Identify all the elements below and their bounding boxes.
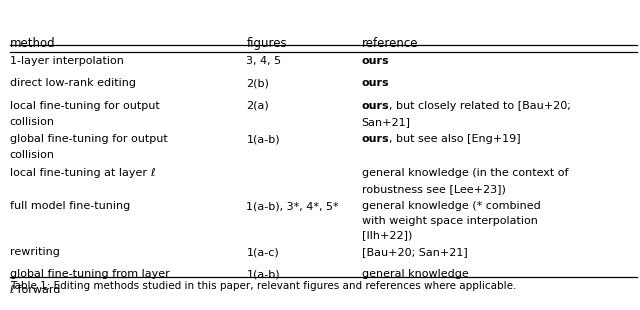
Text: forward: forward bbox=[14, 285, 61, 295]
Text: ℓ: ℓ bbox=[150, 168, 155, 178]
Text: figures: figures bbox=[246, 37, 287, 50]
Text: ours: ours bbox=[362, 101, 389, 111]
Text: ours: ours bbox=[362, 56, 389, 66]
Text: 1(a-c): 1(a-c) bbox=[246, 247, 279, 257]
Text: 2(a): 2(a) bbox=[246, 101, 269, 111]
Text: ours: ours bbox=[362, 78, 389, 88]
Text: Table 1: Editing methods studied in this paper, relevant figures and references : Table 1: Editing methods studied in this… bbox=[10, 281, 516, 291]
Text: 2(b): 2(b) bbox=[246, 78, 269, 88]
Text: [Ilh+22]): [Ilh+22]) bbox=[362, 230, 412, 240]
Text: full model fine-tuning: full model fine-tuning bbox=[10, 201, 130, 211]
Text: 3, 4, 5: 3, 4, 5 bbox=[246, 56, 282, 66]
Text: local fine-tuning at layer: local fine-tuning at layer bbox=[10, 168, 150, 178]
Text: 1(a-b), 3*, 4*, 5*: 1(a-b), 3*, 4*, 5* bbox=[246, 201, 339, 211]
Text: global fine-tuning from layer: global fine-tuning from layer bbox=[10, 269, 170, 279]
Text: , but see also [Eng+19]: , but see also [Eng+19] bbox=[389, 134, 521, 144]
Text: local fine-tuning for output: local fine-tuning for output bbox=[10, 101, 159, 111]
Text: direct low-rank editing: direct low-rank editing bbox=[10, 78, 136, 88]
Text: method: method bbox=[10, 37, 55, 50]
Text: 1(a-b): 1(a-b) bbox=[246, 269, 280, 279]
Text: global fine-tuning for output: global fine-tuning for output bbox=[10, 134, 167, 144]
Text: general knowledge: general knowledge bbox=[362, 269, 468, 279]
Text: collision: collision bbox=[10, 117, 54, 127]
Text: robustness see [Lee+23]): robustness see [Lee+23]) bbox=[362, 184, 506, 194]
Text: San+21]: San+21] bbox=[362, 117, 411, 127]
Text: 1(a-b): 1(a-b) bbox=[246, 134, 280, 144]
Text: collision: collision bbox=[10, 150, 54, 160]
Text: reference: reference bbox=[362, 37, 418, 50]
Text: ℓ: ℓ bbox=[10, 285, 14, 295]
Text: general knowledge (in the context of: general knowledge (in the context of bbox=[362, 168, 568, 178]
Text: [Bau+20; San+21]: [Bau+20; San+21] bbox=[362, 247, 467, 257]
Text: ours: ours bbox=[362, 134, 389, 144]
Text: , but closely related to [Bau+20;: , but closely related to [Bau+20; bbox=[389, 101, 571, 111]
Text: rewriting: rewriting bbox=[10, 247, 60, 257]
Text: with weight space interpolation: with weight space interpolation bbox=[362, 216, 538, 226]
Text: general knowledge (* combined: general knowledge (* combined bbox=[362, 201, 540, 211]
Text: 1-layer interpolation: 1-layer interpolation bbox=[10, 56, 124, 66]
